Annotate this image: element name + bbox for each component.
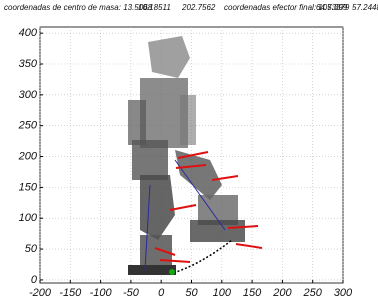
x-tick-label: 200 — [272, 287, 292, 299]
y-tick-label: 50 — [25, 243, 38, 255]
y-tick-label: 400 — [19, 27, 38, 39]
y-tick-label: 350 — [19, 58, 38, 70]
x-tick-label: 250 — [303, 287, 323, 299]
title-segment: 10.18511 — [138, 3, 171, 12]
x-tick-label: 300 — [334, 287, 353, 299]
title-segment: 202.7562 — [181, 3, 216, 12]
title-segment: 57.24482 — [352, 3, 378, 12]
y-tick-label: 0 — [31, 274, 38, 286]
x-tick-label: -100 — [90, 287, 113, 299]
y-tick-label: 300 — [19, 89, 38, 101]
title-segment: coordenadas de centro de masa: 13.5068 — [4, 3, 153, 12]
x-tick-label: 100 — [213, 287, 232, 299]
x-tick-label: -50 — [123, 287, 140, 299]
title-segment: 64.73379 — [316, 3, 350, 12]
chart: -200 -150 -100 -50 0 50 100 150 200 250 300 0 50 100 1… — [0, 0, 378, 300]
x-tick-label: 0 — [158, 287, 165, 299]
y-tick-label: 250 — [18, 120, 38, 132]
x-tick-label: 150 — [243, 287, 262, 299]
y-tick-label: 100 — [19, 212, 38, 224]
x-tick-label: -200 — [29, 287, 52, 299]
x-tick-label: -150 — [59, 287, 82, 299]
y-tick-label: 200 — [18, 150, 38, 162]
x-tick-label: 50 — [185, 287, 198, 299]
y-tick-label: 150 — [19, 181, 38, 193]
